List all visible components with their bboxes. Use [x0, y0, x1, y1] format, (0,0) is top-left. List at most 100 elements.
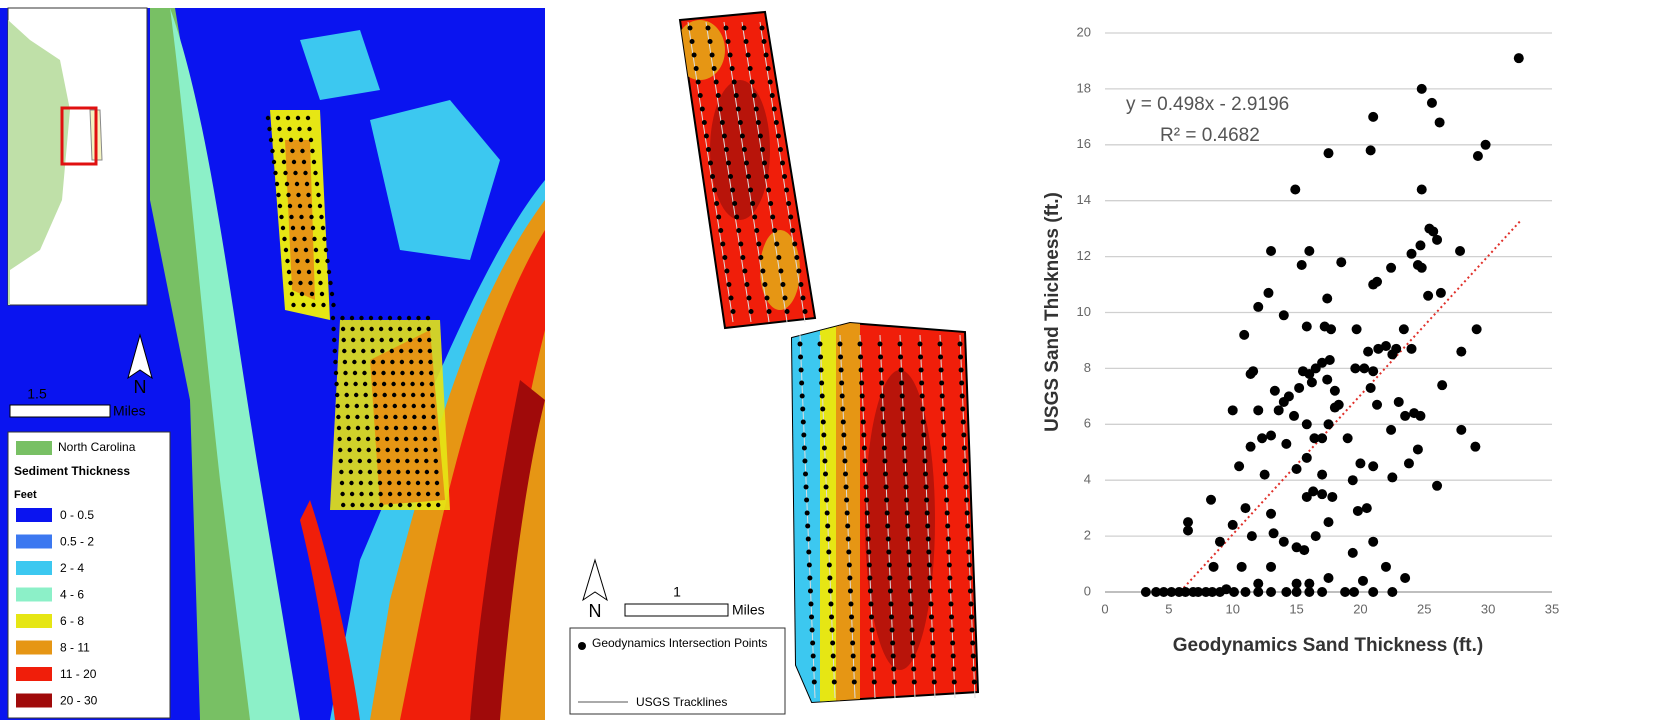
point [1310, 531, 1321, 542]
survey-point [950, 640, 956, 646]
survey-point [416, 326, 422, 332]
survey-point [949, 627, 955, 633]
survey-point [425, 491, 431, 497]
survey-point [758, 255, 764, 260]
point [1432, 234, 1443, 245]
survey-point [339, 480, 345, 486]
survey-point [289, 291, 295, 297]
point [1309, 433, 1320, 444]
survey-point [960, 406, 966, 412]
ridge [300, 500, 360, 720]
point [1317, 587, 1328, 597]
survey-point [883, 484, 889, 490]
survey-point [325, 258, 330, 264]
survey-point [906, 562, 912, 568]
survey-point [353, 381, 358, 387]
point [1221, 584, 1232, 595]
survey-point [396, 469, 401, 475]
survey-point [340, 491, 345, 497]
survey-point [890, 653, 896, 659]
survey-point [367, 458, 372, 464]
survey-point [910, 640, 916, 646]
survey-point [748, 309, 754, 314]
deep-zone [710, 80, 770, 220]
survey-point [389, 337, 394, 343]
survey-point [388, 502, 393, 508]
survey-point [925, 536, 931, 542]
survey-point [959, 393, 965, 399]
survey-point [431, 425, 437, 431]
survey-point [921, 445, 927, 451]
survey-point [823, 471, 828, 477]
survey-point [866, 562, 872, 568]
survey-point [384, 425, 389, 431]
survey-point [919, 380, 925, 386]
survey-point [387, 315, 393, 321]
point [1324, 355, 1335, 366]
survey-point [860, 419, 866, 425]
legend-label: 0 - 0.5 [60, 508, 94, 522]
survey-point [374, 425, 380, 431]
legend-label: 0.5 - 2 [60, 535, 94, 549]
legend-unit: Feet [14, 489, 37, 501]
survey-point [808, 601, 814, 607]
survey-point [871, 679, 877, 685]
survey-point [843, 484, 849, 490]
legend-swatch [16, 561, 52, 575]
survey-point [901, 432, 907, 438]
survey-point [407, 326, 412, 332]
survey-point [764, 174, 770, 179]
survey-point [400, 370, 405, 376]
survey-point [345, 403, 350, 409]
survey-point [726, 160, 731, 166]
survey-point [362, 381, 368, 387]
point [1291, 578, 1302, 589]
survey-point [820, 419, 826, 425]
survey-point [865, 536, 871, 542]
survey-point [940, 406, 946, 412]
point [1480, 139, 1491, 150]
survey-point [823, 484, 829, 490]
point [1363, 346, 1374, 357]
survey-point [411, 403, 416, 409]
survey-point [917, 341, 923, 347]
survey-point [770, 214, 776, 220]
survey-point [313, 247, 319, 253]
point [1308, 486, 1319, 497]
point [1263, 287, 1274, 298]
survey-point [280, 225, 286, 231]
survey-point [903, 471, 908, 477]
legend-label: North Carolina [58, 440, 136, 454]
point [1240, 587, 1251, 597]
survey-point [360, 337, 365, 343]
survey-point [807, 588, 813, 594]
point [1266, 587, 1277, 597]
survey-point [301, 302, 306, 308]
survey-point [338, 447, 343, 453]
survey-point [819, 380, 825, 386]
survey-point [346, 436, 352, 442]
survey-point [949, 614, 955, 620]
survey-point [942, 458, 948, 464]
survey-point [841, 445, 847, 451]
point [1398, 324, 1409, 335]
survey-point [939, 380, 945, 386]
survey-point [922, 458, 928, 464]
survey-point [968, 601, 974, 607]
survey-point [352, 359, 357, 365]
survey-point [307, 203, 313, 209]
scale-unit: Miles [732, 602, 765, 618]
survey-point [425, 480, 430, 486]
survey-point [427, 337, 432, 343]
survey-point [771, 106, 777, 112]
survey-point [820, 406, 826, 412]
shallow-zone [680, 20, 725, 80]
survey-points [687, 21, 977, 699]
survey-point [755, 120, 761, 125]
point [1352, 505, 1363, 516]
survey-point [765, 66, 771, 71]
survey-point [817, 341, 823, 347]
survey-point [839, 380, 845, 386]
survey-point [419, 370, 424, 376]
survey-point [418, 348, 423, 354]
